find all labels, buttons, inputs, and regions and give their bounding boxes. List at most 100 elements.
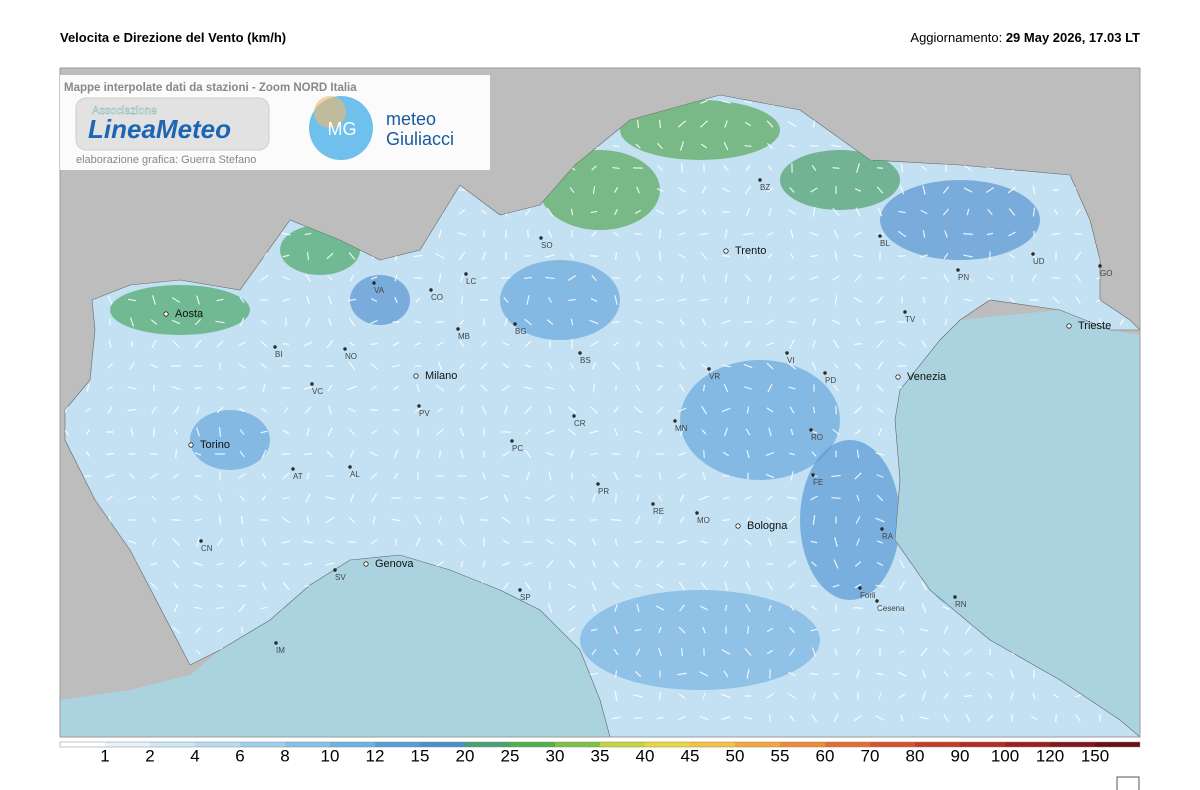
- wind-arrow: [986, 671, 994, 677]
- city-label: Aosta: [175, 308, 204, 320]
- wind-arrow: [194, 318, 202, 326]
- wind-arrow: [571, 230, 573, 238]
- city-dot: [518, 588, 522, 592]
- wind-arrow: [545, 494, 555, 502]
- wind-arrow: [634, 628, 642, 632]
- wind-arrow: [195, 626, 201, 634]
- city-label: Forli: [860, 591, 876, 600]
- wind-arrow: [590, 406, 598, 414]
- wind-arrow: [105, 474, 115, 478]
- wind-arrow: [855, 516, 861, 524]
- wind-arrow: [436, 341, 444, 347]
- shade: [580, 590, 820, 690]
- wind-arrow: [634, 299, 642, 301]
- wind-arrow: [921, 581, 927, 591]
- wind-arrow: [876, 186, 884, 194]
- wind-arrow: [238, 407, 246, 413]
- wind-arrow: [568, 560, 576, 568]
- wind-arrow: [438, 516, 442, 524]
- wind-arrow: [591, 231, 597, 237]
- wind-arrow: [482, 560, 486, 568]
- colorbar-label: 60: [816, 746, 835, 765]
- wind-arrow: [546, 559, 554, 569]
- wind-arrow: [1075, 714, 1081, 722]
- wind-arrow: [458, 384, 466, 392]
- wind-arrow: [724, 581, 728, 591]
- city-label: MO: [697, 516, 710, 525]
- wind-arrow: [699, 605, 709, 611]
- wind-arrow: [591, 362, 597, 370]
- wind-arrow: [1009, 253, 1015, 259]
- wind-arrow: [548, 406, 552, 414]
- wind-arrow: [261, 449, 267, 459]
- wind-arrow: [856, 449, 860, 459]
- wind-arrow: [963, 232, 973, 236]
- wind-arrow: [922, 318, 926, 326]
- wind-arrow: [876, 540, 884, 544]
- wind-arrow: [656, 716, 664, 720]
- wind-arrow: [216, 627, 224, 633]
- wind-arrow: [703, 274, 705, 282]
- wind-arrow: [746, 406, 750, 414]
- city-label: SP: [520, 593, 531, 602]
- wind-arrow: [634, 274, 642, 282]
- wind-arrow: [722, 451, 730, 457]
- wind-arrow: [677, 120, 687, 128]
- wind-arrow: [458, 496, 466, 500]
- wind-arrow: [678, 452, 686, 456]
- wind-arrow: [482, 230, 486, 238]
- wind-arrow: [306, 427, 310, 437]
- wind-arrow: [942, 606, 950, 610]
- city-label: PD: [825, 376, 836, 385]
- wind-arrow: [282, 254, 290, 258]
- wind-arrow: [810, 540, 818, 544]
- wind-arrow: [656, 188, 664, 192]
- wind-arrow: [787, 320, 797, 324]
- wind-arrow: [1010, 274, 1014, 282]
- wind-arrow: [657, 142, 663, 150]
- wind-arrow: [282, 429, 290, 435]
- wind-arrow: [634, 474, 642, 478]
- wind-arrow: [876, 340, 884, 348]
- wind-arrow: [1098, 318, 1102, 326]
- wind-arrow: [569, 186, 575, 194]
- city-label: FE: [813, 478, 823, 487]
- wind-arrow: [876, 606, 884, 610]
- wind-arrow: [677, 209, 687, 215]
- wind-arrow: [370, 276, 378, 280]
- wind-arrow: [85, 407, 91, 413]
- wind-arrow: [746, 516, 750, 524]
- wind-arrow: [589, 672, 599, 676]
- wind-arrow: [744, 495, 752, 501]
- wind-arrow: [282, 563, 290, 565]
- city-label: TV: [905, 315, 916, 324]
- city-dot: [673, 419, 677, 423]
- wind-arrow: [504, 251, 508, 261]
- wind-arrow: [545, 429, 555, 435]
- wind-arrow: [897, 671, 907, 677]
- wind-arrow: [524, 364, 532, 368]
- city-label: PN: [958, 273, 969, 282]
- city-label: NO: [345, 352, 357, 361]
- wind-arrow: [788, 671, 796, 677]
- wind-arrow: [548, 471, 552, 481]
- wind-arrow: [1119, 318, 1125, 326]
- wind-arrow: [524, 449, 532, 459]
- wind-arrow: [788, 208, 796, 216]
- wind-arrow: [900, 714, 904, 722]
- wind-arrow: [193, 584, 203, 588]
- wind-arrow: [239, 317, 245, 327]
- wind-arrow: [921, 691, 927, 701]
- wind-arrow: [811, 165, 817, 171]
- wind-arrow: [238, 341, 246, 347]
- wind-arrow: [501, 276, 511, 280]
- wind-arrow: [833, 559, 839, 569]
- wind-arrow: [766, 407, 774, 413]
- wind-arrow: [833, 229, 839, 239]
- wind-arrow: [571, 472, 573, 480]
- wind-arrow: [810, 714, 818, 722]
- wind-arrow: [325, 562, 335, 566]
- colorbar-label: 50: [726, 746, 745, 765]
- wind-arrow: [655, 540, 665, 544]
- wind-arrow: [237, 584, 247, 588]
